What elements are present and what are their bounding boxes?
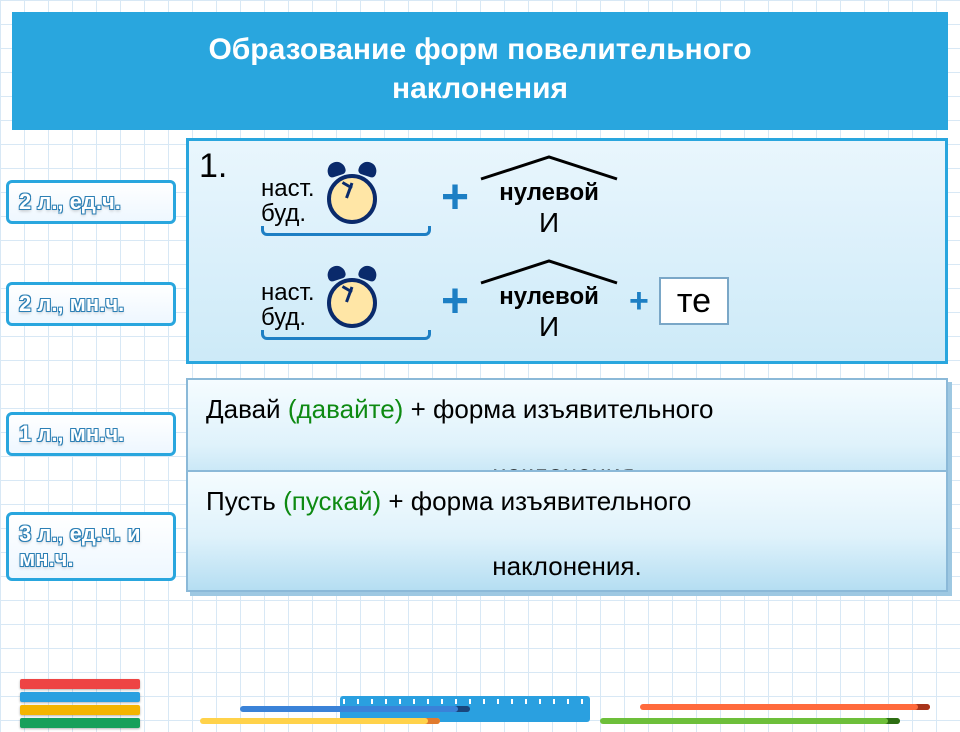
roof-icon bbox=[479, 259, 619, 285]
line2: наклонения. bbox=[206, 551, 928, 582]
bottom-decor bbox=[0, 672, 960, 732]
tag-2sg: 2 л., ед.ч. bbox=[6, 180, 176, 224]
paren-variant: (давайте) bbox=[288, 394, 404, 424]
step-number: 1. bbox=[199, 147, 227, 186]
page-title: Образование форм повелительного наклонен… bbox=[12, 12, 948, 130]
plus-icon: + bbox=[441, 170, 469, 225]
main-layout: 2 л., ед.ч. 2 л., мн.ч. 1 л., мн.ч. 3 л.… bbox=[0, 130, 960, 592]
title-line2: наклонения bbox=[392, 72, 568, 105]
pencil-icon bbox=[200, 718, 440, 724]
clock-icon bbox=[321, 272, 383, 334]
paren-variant: (пускай) bbox=[283, 486, 381, 516]
stem-label: наст. буд. bbox=[261, 280, 315, 330]
book-icon bbox=[20, 705, 140, 715]
ruler-icon bbox=[340, 696, 590, 722]
rest-text: + форма изъявительного bbox=[411, 394, 714, 424]
stem-singular: наст. буд. bbox=[261, 168, 431, 226]
pencil-icon bbox=[240, 706, 470, 712]
tag-1pl: 1 л., мн.ч. bbox=[6, 412, 176, 456]
stem-label: наст. буд. bbox=[261, 176, 315, 226]
formation-box-3: Пусть (пускай) + форма изъявительного на… bbox=[186, 470, 948, 592]
lead-word: Давай bbox=[206, 394, 281, 424]
pencil-icon bbox=[640, 704, 930, 710]
plus-icon: + bbox=[629, 282, 649, 321]
rest-text: + форма изъявительного bbox=[388, 486, 691, 516]
formula-row-singular: наст. буд. + нулевой И bbox=[261, 155, 931, 239]
roof-icon bbox=[479, 155, 619, 181]
clock-icon bbox=[321, 168, 383, 230]
title-line1: Образование форм повелительного bbox=[208, 33, 751, 66]
plus-icon: + bbox=[441, 274, 469, 329]
side-tags: 2 л., ед.ч. 2 л., мн.ч. 1 л., мн.ч. 3 л.… bbox=[6, 138, 176, 592]
tag-3: 3 л., ед.ч. и мн.ч. bbox=[6, 512, 176, 581]
te-suffix-box: те bbox=[659, 277, 729, 325]
stem-bracket-icon bbox=[261, 226, 431, 236]
stem-plural: наст. буд. bbox=[261, 272, 431, 330]
book-icon bbox=[20, 679, 140, 689]
lead-word: Пусть bbox=[206, 486, 276, 516]
suffix-block-singular: нулевой И bbox=[479, 155, 619, 239]
stem-bracket-icon bbox=[261, 330, 431, 340]
book-icon bbox=[20, 692, 140, 702]
content-column: 1. наст. буд. + bbox=[186, 138, 948, 592]
pencil-icon bbox=[600, 718, 900, 724]
books-icon bbox=[20, 676, 140, 728]
formation-box-2person: 1. наст. буд. + bbox=[186, 138, 948, 364]
tag-2pl: 2 л., мн.ч. bbox=[6, 282, 176, 326]
formula-row-plural: наст. буд. + нулевой И + bbox=[261, 259, 931, 343]
suffix-block-plural: нулевой И bbox=[479, 259, 619, 343]
